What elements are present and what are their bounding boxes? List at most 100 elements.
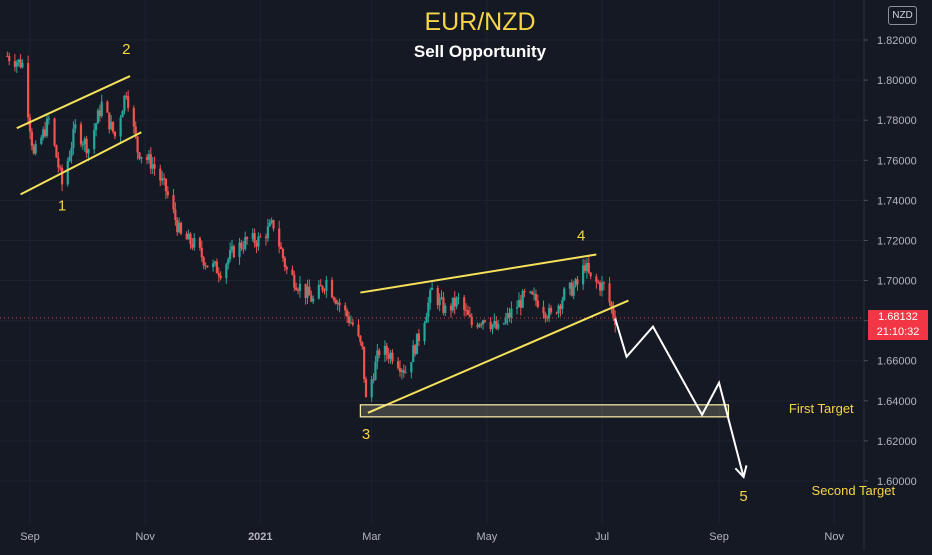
candle-down (30, 131, 33, 146)
candle-up (74, 124, 77, 129)
candle-up (298, 283, 302, 291)
y-tick-label: 1.82000 (877, 35, 917, 47)
candle-down (361, 341, 364, 347)
candle-down (145, 156, 149, 160)
candle-down (111, 121, 115, 132)
currency-badge[interactable]: NZD (888, 6, 917, 25)
candle-up (161, 178, 164, 181)
candle-up (423, 323, 426, 342)
candle-up (563, 288, 566, 301)
candle-up (178, 222, 181, 233)
candle-down (330, 280, 334, 298)
candle-down (555, 312, 558, 314)
candle-down (138, 152, 141, 159)
candle-up (389, 352, 392, 359)
candle-up (561, 300, 564, 309)
candle-down (602, 282, 605, 284)
candle-down (523, 291, 526, 293)
candle-down (608, 283, 611, 303)
target-annotation: First Target (789, 401, 854, 416)
candle-up (244, 237, 247, 249)
candle-down (134, 126, 137, 137)
candle-down (13, 61, 16, 67)
candle-down (449, 305, 453, 311)
candle-up (412, 345, 415, 363)
candle-up (94, 123, 98, 131)
candle-up (376, 350, 379, 362)
y-tick-label: 1.76000 (877, 155, 917, 167)
candle-down (436, 287, 439, 306)
candle-down (172, 195, 175, 210)
candle-up (42, 129, 45, 138)
candle-up (45, 118, 49, 136)
candle-down (310, 295, 313, 302)
candle-down (549, 307, 553, 313)
candle-down (531, 291, 534, 295)
candle-down (125, 95, 128, 97)
candle-up (481, 320, 485, 325)
wave-label: 1 (58, 197, 66, 214)
candle-up (336, 302, 339, 304)
candle-down (546, 317, 549, 319)
candle-down (159, 168, 162, 181)
candle-down (417, 333, 420, 342)
candle-down (293, 274, 296, 288)
candle-down (217, 273, 220, 276)
wave-label: 3 (362, 426, 370, 443)
x-tick-label: Nov (135, 531, 155, 543)
candle-up (504, 318, 507, 324)
candle-up (87, 149, 90, 154)
candle-down (106, 101, 109, 113)
candle-down (453, 297, 456, 307)
candle-up (410, 362, 413, 373)
target-annotation: Second Target (812, 483, 896, 498)
candle-up (400, 370, 403, 372)
candle-up (72, 128, 75, 148)
wave-label: 2 (122, 41, 130, 58)
candle-down (480, 324, 483, 326)
candle-down (179, 222, 183, 234)
last-price-value: 1.68132 (878, 311, 918, 323)
last-price-label: 1.68132 21:10:32 (868, 310, 928, 340)
chart-subtitle: Sell Opportunity (413, 42, 547, 61)
trend-line (367, 299, 629, 414)
x-tick-label: 2021 (248, 531, 272, 543)
candle-down (359, 335, 362, 342)
candle-down (385, 345, 388, 355)
candle-up (119, 117, 122, 137)
y-tick-label: 1.64000 (877, 396, 917, 408)
candle-up (187, 233, 190, 240)
candle-down (319, 284, 322, 287)
candle-up (306, 286, 309, 298)
candle-down (136, 136, 139, 153)
candle-down (19, 59, 22, 68)
candle-down (44, 129, 47, 136)
candle-down (534, 293, 538, 301)
candle-up (572, 286, 575, 296)
candle-down (245, 237, 249, 240)
candle-down (323, 290, 326, 292)
candle-down (200, 247, 203, 258)
candle-up (521, 291, 524, 308)
candle-down (176, 220, 179, 233)
candle-down (259, 236, 262, 238)
candle-down (57, 157, 60, 168)
candle-up (227, 259, 230, 265)
candle-down (589, 272, 592, 277)
candle-up (193, 237, 196, 248)
candle-down (53, 118, 56, 146)
candle-up (582, 265, 585, 285)
candle-down (610, 302, 613, 307)
candle-down (346, 310, 349, 317)
candle-down (398, 368, 402, 372)
candle-down (285, 267, 288, 270)
candle-down (59, 167, 62, 169)
candle-down (27, 63, 30, 118)
wave-label: 5 (739, 488, 747, 505)
candle-down (189, 233, 192, 244)
candle-down (113, 131, 117, 137)
candle-down (372, 379, 375, 381)
candle-down (519, 300, 522, 308)
